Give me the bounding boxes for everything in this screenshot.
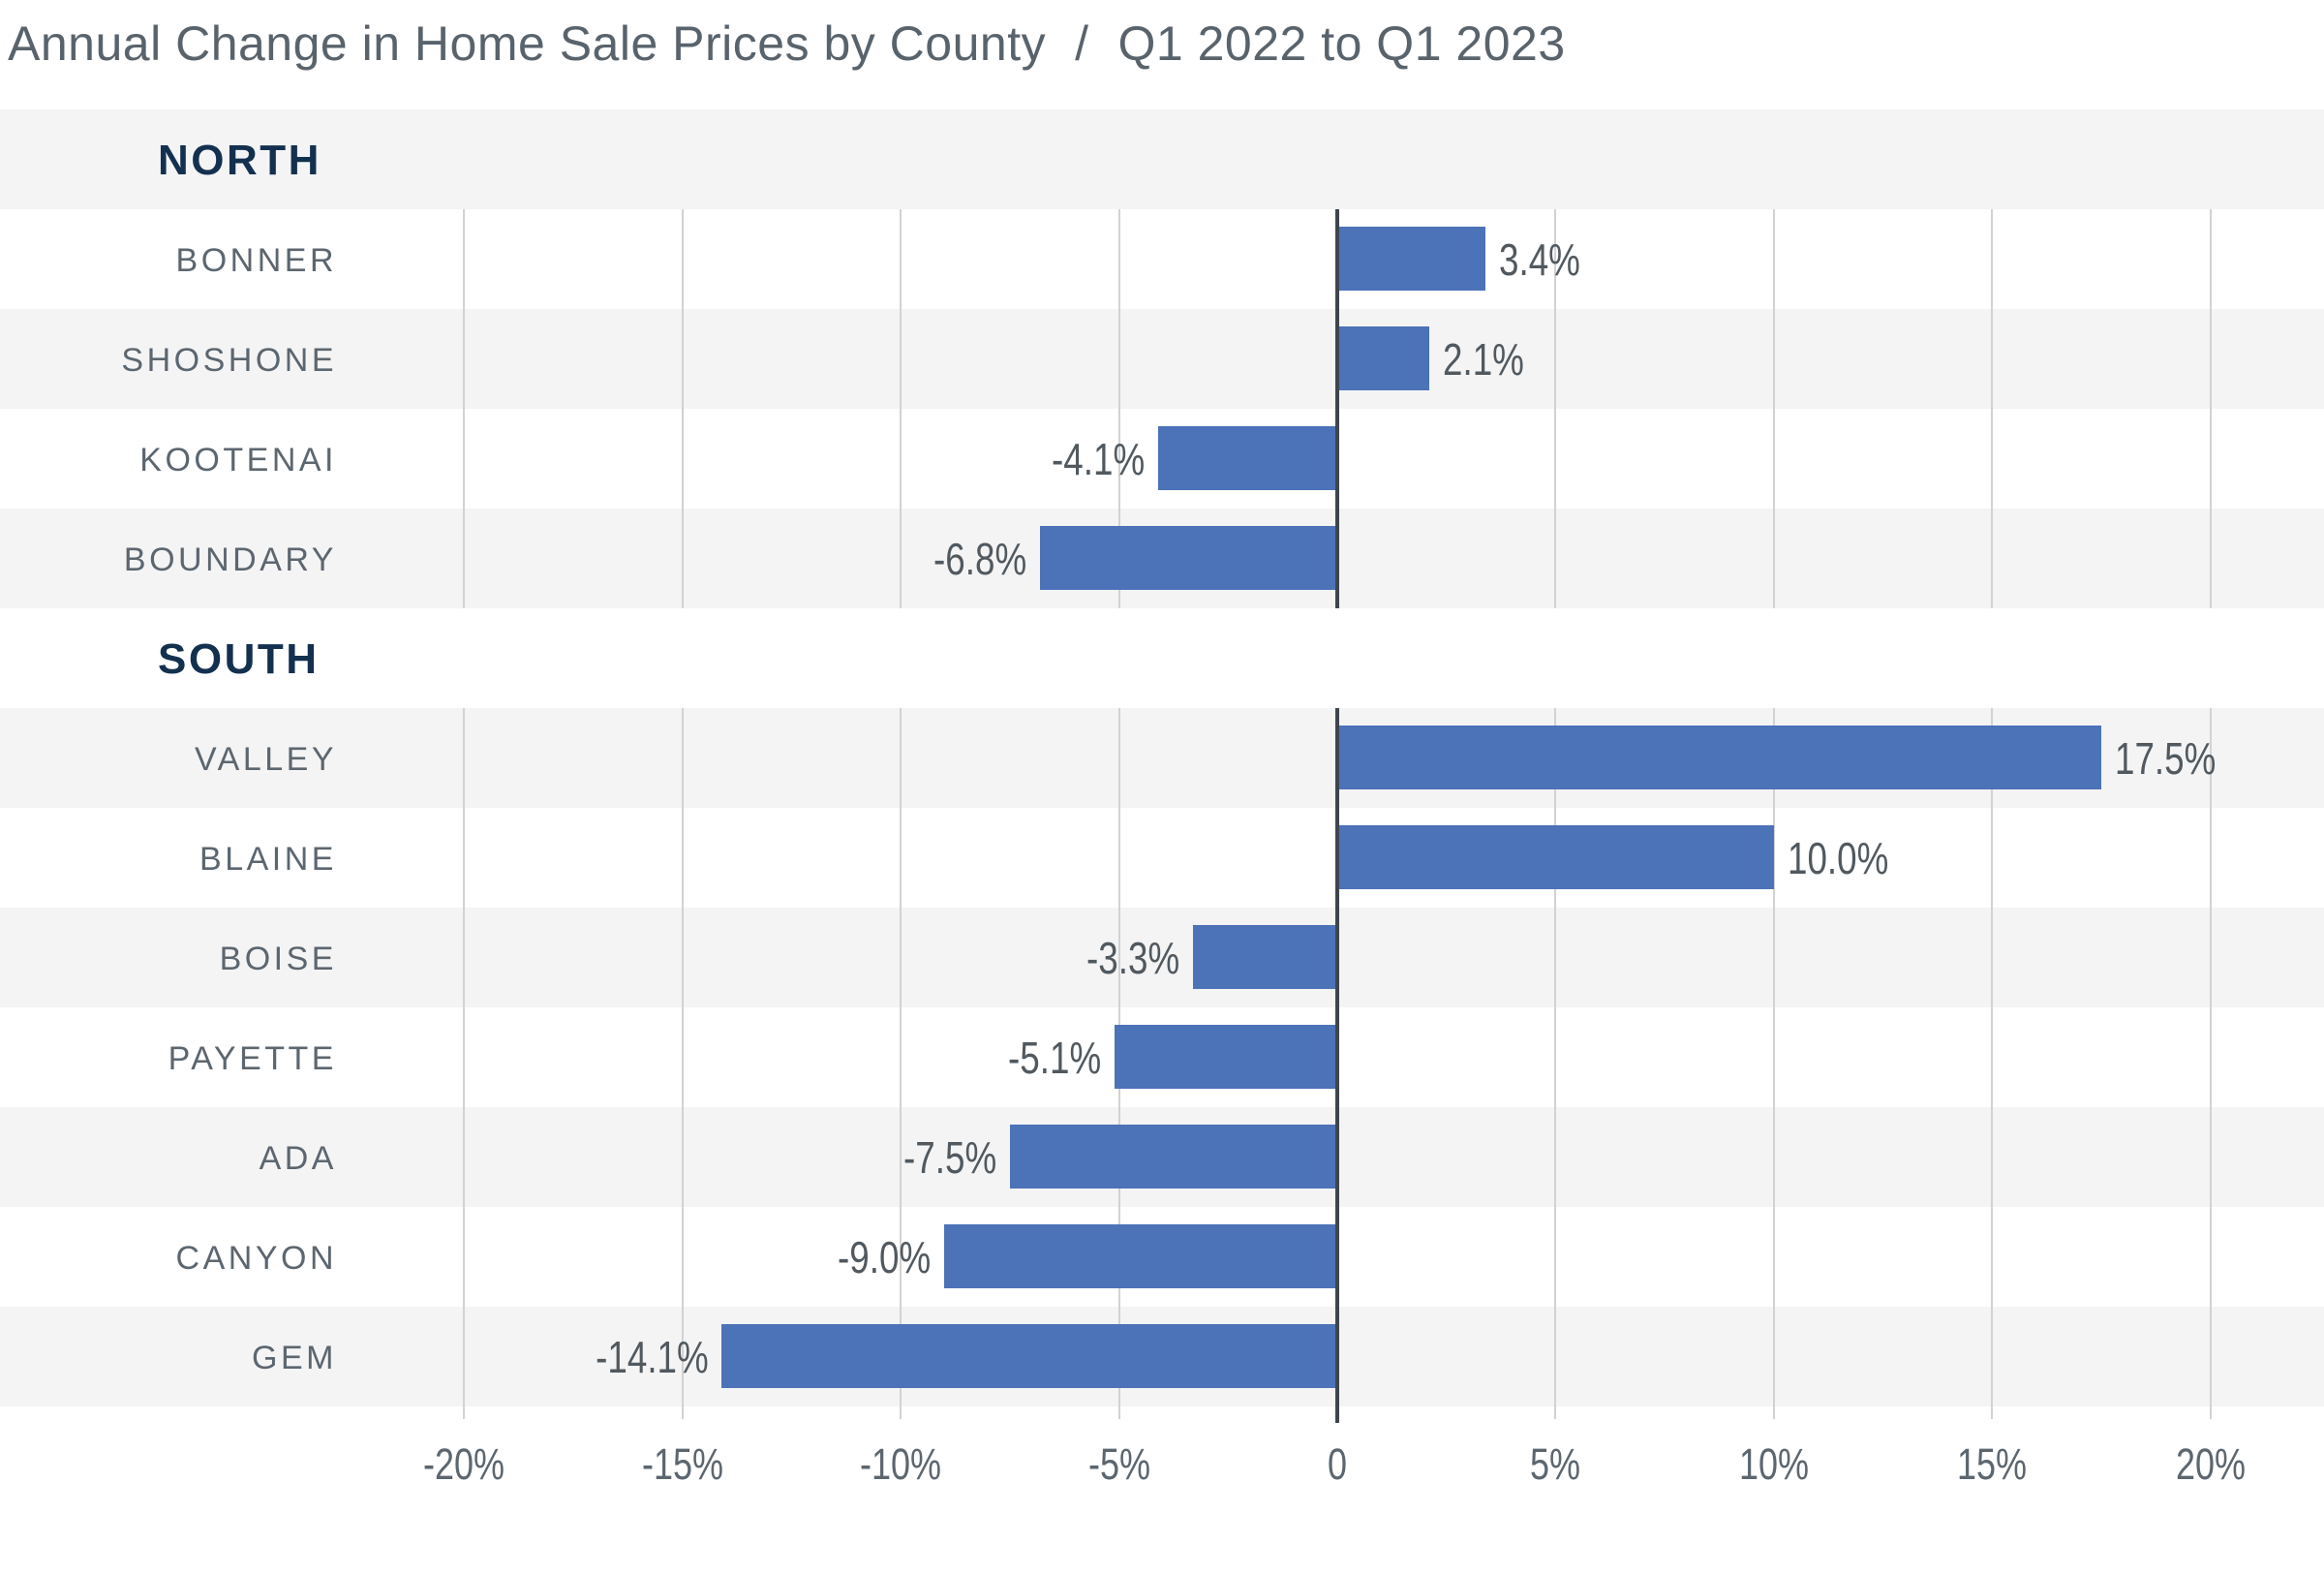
value-label-canyon: -9.0% (838, 1232, 932, 1282)
axis-tick-label--10: -10% (860, 1439, 942, 1489)
gridline-15 (1991, 708, 1994, 1419)
table-row-kootenai: KOOTENAI (0, 409, 2324, 509)
value-label-boise: -3.3% (1086, 933, 1180, 983)
zero-axis-line (1335, 209, 1339, 608)
bar-boise (1193, 925, 1337, 989)
bar-gem (721, 1324, 1337, 1388)
zero-axis-line (1335, 708, 1339, 1423)
county-label-boise: BOISE (219, 941, 337, 977)
chart-title-main: Annual Change in Home Sale Prices by Cou… (8, 16, 1047, 71)
table-row-shoshone: SHOSHONE (0, 309, 2324, 409)
value-label-ada: -7.5% (902, 1132, 996, 1183)
county-label-shoshone: SHOSHONE (121, 342, 337, 379)
section-header-label-north: NORTH (158, 137, 321, 184)
value-label-payette: -5.1% (1007, 1033, 1102, 1083)
bar-shoshone (1337, 326, 1429, 390)
value-label-boundary: -6.8% (933, 534, 1027, 584)
table-row-boise: BOISE (0, 908, 2324, 1007)
gridline--20 (463, 209, 466, 608)
gridline--20 (463, 708, 466, 1419)
gridline--10 (900, 209, 902, 608)
table-row-bonner: BONNER (0, 209, 2324, 309)
value-label-valley: 17.5% (2114, 733, 2217, 784)
gridline--10 (900, 708, 902, 1419)
value-label-kootenai: -4.1% (1052, 434, 1146, 484)
bar-boundary (1040, 526, 1337, 590)
value-label-blaine: 10.0% (1787, 833, 1889, 883)
county-label-ada: ADA (259, 1140, 337, 1177)
section-header-label-south: SOUTH (158, 635, 320, 683)
axis-tick-label-20: 20% (2175, 1439, 2246, 1489)
county-label-bonner: BONNER (175, 242, 337, 279)
axis-tick-label--5: -5% (1087, 1439, 1150, 1489)
section-header-row-south: SOUTH (0, 608, 2324, 708)
value-label-shoshone: 2.1% (1442, 334, 1524, 385)
chart-title: Annual Change in Home Sale Prices by Cou… (8, 15, 1566, 72)
table-row-blaine: BLAINE (0, 808, 2324, 908)
county-label-kootenai: KOOTENAI (139, 442, 337, 479)
axis-tick-label-5: 5% (1530, 1439, 1581, 1489)
gridline--15 (681, 209, 684, 608)
table-row-payette: PAYETTE (0, 1007, 2324, 1107)
bar-bonner (1337, 227, 1486, 291)
bar-kootenai (1158, 426, 1337, 490)
bar-blaine (1337, 825, 1774, 889)
county-label-payette: PAYETTE (168, 1040, 337, 1077)
axis-tick-label--15: -15% (641, 1439, 723, 1489)
value-label-gem: -14.1% (595, 1332, 709, 1382)
gridline-10 (1772, 708, 1775, 1419)
axis-tick-label--20: -20% (423, 1439, 505, 1489)
gridline-5 (1554, 209, 1557, 608)
axis-tick-label-0: 0 (1327, 1439, 1348, 1489)
gridline-20 (2209, 209, 2212, 608)
bar-payette (1115, 1025, 1337, 1089)
bar-ada (1009, 1125, 1337, 1189)
gridline-15 (1991, 209, 1994, 608)
gridline--5 (1117, 209, 1120, 608)
gridline-5 (1554, 708, 1557, 1419)
value-label-bonner: 3.4% (1499, 234, 1581, 285)
axis-tick-label-15: 15% (1957, 1439, 2028, 1489)
gridline-10 (1772, 209, 1775, 608)
table-row-canyon: CANYON (0, 1207, 2324, 1307)
county-label-blaine: BLAINE (199, 841, 337, 878)
bar-valley (1337, 726, 2101, 789)
chart-title-separator: / (1075, 16, 1089, 71)
gridline-20 (2209, 708, 2212, 1419)
bar-canyon (944, 1224, 1337, 1288)
county-label-boundary: BOUNDARY (123, 541, 337, 578)
county-label-valley: VALLEY (194, 741, 337, 778)
gridline--15 (681, 708, 684, 1419)
chart-title-period: Q1 2022 to Q1 2023 (1117, 16, 1566, 71)
section-header-row-north: NORTH (0, 109, 2324, 209)
axis-tick-label-10: 10% (1738, 1439, 1809, 1489)
county-label-gem: GEM (252, 1340, 337, 1376)
county-label-canyon: CANYON (175, 1240, 337, 1277)
